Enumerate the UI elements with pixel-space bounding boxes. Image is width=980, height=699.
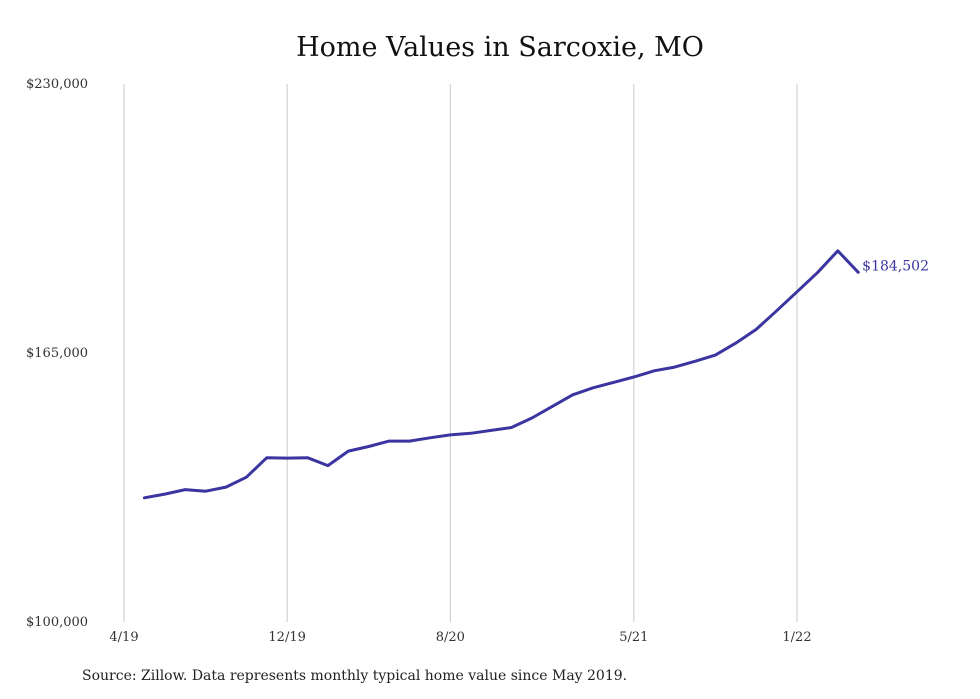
x-tick-label: 5/21 [619,630,648,645]
chart-title: Home Values in Sarcoxie, MO [296,32,704,63]
x-tick-label: 8/20 [436,630,465,645]
y-tick-label: $100,000 [26,615,88,630]
series-line [142,249,860,500]
x-tick-label: 12/19 [268,630,305,645]
series-layer [142,249,860,500]
source-note: Source: Zillow. Data represents monthly … [82,668,628,684]
grid-lines [123,84,798,622]
y-axis-ticks: $100,000 $165,000 $230,000 [26,77,88,630]
x-tick-label: 4/19 [109,630,138,645]
data-labels: $184,502 [862,258,929,274]
y-tick-label: $230,000 [26,77,88,92]
x-axis-ticks: 4/19 12/19 8/20 5/21 1/22 [109,630,811,645]
end-value-label: $184,502 [862,258,929,274]
y-tick-label: $165,000 [26,346,88,361]
x-tick-label: 1/22 [782,630,811,645]
